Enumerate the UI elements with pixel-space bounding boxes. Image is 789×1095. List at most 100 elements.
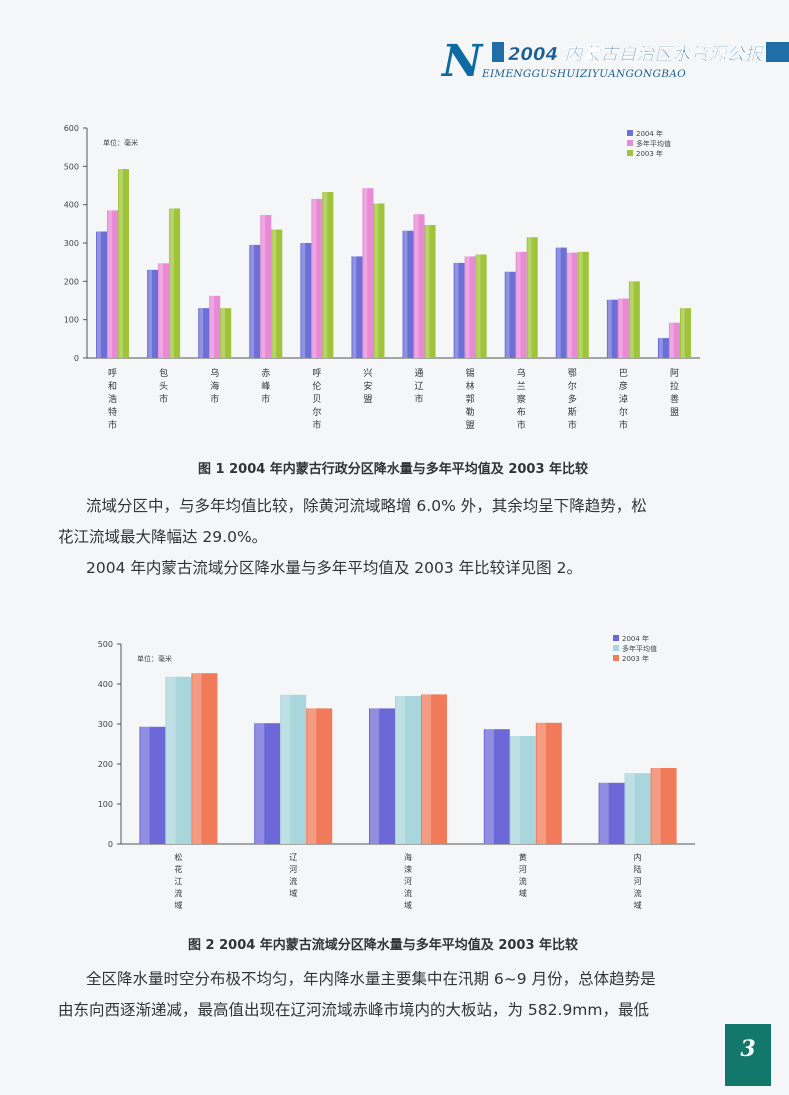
legend-label: 2003 年	[622, 654, 649, 663]
category-label: 流	[289, 876, 297, 886]
bar	[96, 231, 108, 358]
category-label: 呼	[108, 368, 117, 379]
y-tick-label: 500	[64, 162, 79, 171]
y-tick-label: 500	[98, 640, 113, 649]
bar	[555, 247, 567, 358]
bar	[254, 723, 281, 844]
category-label: 市	[312, 419, 321, 431]
category-label: 花	[174, 864, 182, 874]
category-label: 巴	[619, 368, 628, 379]
category-label: 峰	[261, 381, 270, 392]
legend-swatch	[627, 130, 633, 136]
category-label: 兴	[363, 368, 372, 379]
bar	[509, 736, 536, 844]
bar-highlight	[567, 252, 572, 358]
category-label: 安	[363, 380, 372, 392]
bar-highlight	[119, 169, 123, 358]
category-label: 松	[174, 852, 182, 862]
category-label: 黄	[519, 852, 527, 862]
paragraph-1-line-1: 流域分区中，与多年均值比较，除黄河流域略增 6.0% 外，其余均呈下降趋势，松	[86, 497, 647, 515]
paragraph-3-line-1: 全区降水量时空分布极不均匀，年内降水量主要集中在汛期 6~9 月份，总体趋势是	[86, 970, 656, 988]
header-subtitle: EIMENGGUSHUIZIYUANGONGBAO	[482, 68, 687, 80]
y-tick-label: 300	[98, 720, 113, 729]
y-tick-label: 0	[74, 354, 79, 363]
legend-swatch	[627, 150, 633, 156]
legend-label: 2003 年	[636, 149, 663, 158]
category-label: 江	[174, 877, 182, 886]
category-label: 锡	[466, 368, 475, 379]
bar	[624, 773, 651, 844]
bar	[453, 262, 465, 358]
bar	[198, 308, 210, 358]
category-label: 河	[519, 864, 527, 874]
y-tick-label: 400	[64, 201, 79, 210]
category-label: 头	[159, 381, 168, 392]
bar-highlight	[425, 224, 430, 358]
bar-highlight	[510, 736, 520, 844]
category-label: 林	[466, 380, 475, 392]
bar-highlight	[352, 256, 357, 358]
category-label: 市	[210, 393, 219, 405]
bar	[628, 281, 640, 358]
category-label: 阿	[670, 368, 679, 379]
bar-highlight	[505, 271, 510, 358]
category-label: 通	[415, 368, 424, 379]
bar	[209, 295, 221, 358]
category-label: 盟	[466, 420, 475, 431]
bar	[402, 230, 414, 358]
bar	[483, 729, 510, 844]
bar-highlight	[527, 237, 532, 358]
bar	[395, 696, 421, 844]
category-label: 市	[517, 419, 526, 431]
legend-label: 多年平均值	[622, 644, 657, 653]
bar-highlight	[140, 726, 150, 844]
y-tick-label: 100	[98, 800, 113, 809]
category-label: 察	[517, 393, 526, 405]
category-label: 呼	[312, 368, 321, 379]
bar	[362, 188, 374, 358]
legend-swatch	[613, 635, 619, 641]
bar-highlight	[272, 229, 277, 358]
bar-highlight	[629, 281, 634, 358]
category-label: 市	[261, 393, 270, 405]
paragraph-1-line-2: 花江流域最大降幅达 29.0%。	[58, 528, 268, 546]
category-label: 域	[289, 888, 297, 898]
category-label: 河	[404, 876, 412, 886]
category-label: 域	[519, 888, 527, 898]
category-label: 河	[289, 864, 297, 874]
bar-highlight	[618, 298, 623, 358]
bar-highlight	[465, 256, 470, 358]
category-label: 海	[210, 380, 219, 392]
category-label: 河	[634, 876, 642, 886]
bar-highlight	[301, 243, 306, 358]
page-header: N 2004 内蒙古自治区水资源公报 EIMENGGUSHUIZIYUANGON…	[440, 38, 789, 88]
bar	[464, 256, 476, 358]
legend-label: 2004 年	[622, 634, 649, 643]
bar-highlight	[374, 203, 379, 358]
bar	[169, 208, 181, 358]
category-label: 市	[415, 393, 424, 405]
bar-highlight	[607, 299, 612, 358]
category-label: 盟	[670, 407, 679, 418]
bar-highlight	[281, 694, 291, 844]
bar	[598, 782, 625, 844]
category-label: 流	[404, 888, 412, 898]
category-label: 尔	[312, 406, 321, 418]
bar	[606, 299, 618, 358]
bar-highlight	[422, 694, 432, 844]
bar-highlight	[625, 773, 635, 844]
y-tick-label: 100	[64, 316, 79, 325]
bar	[351, 256, 363, 358]
unit-label: 单位：毫米	[103, 138, 138, 147]
category-label: 善	[670, 393, 679, 405]
bar	[147, 269, 159, 358]
bar	[526, 237, 538, 358]
category-label: 域	[404, 900, 412, 910]
chart-admin-districts: 0100200300400500600单位：毫米呼和浩特市包头市乌海市赤峰市呼伦…	[64, 124, 700, 431]
category-label: 斯	[568, 406, 577, 418]
bar-highlight	[516, 251, 521, 358]
bar	[306, 708, 333, 844]
header-title: 2004 内蒙古自治区水资源公报	[504, 40, 767, 66]
category-label: 内	[634, 852, 642, 862]
bar-highlight	[199, 308, 204, 358]
